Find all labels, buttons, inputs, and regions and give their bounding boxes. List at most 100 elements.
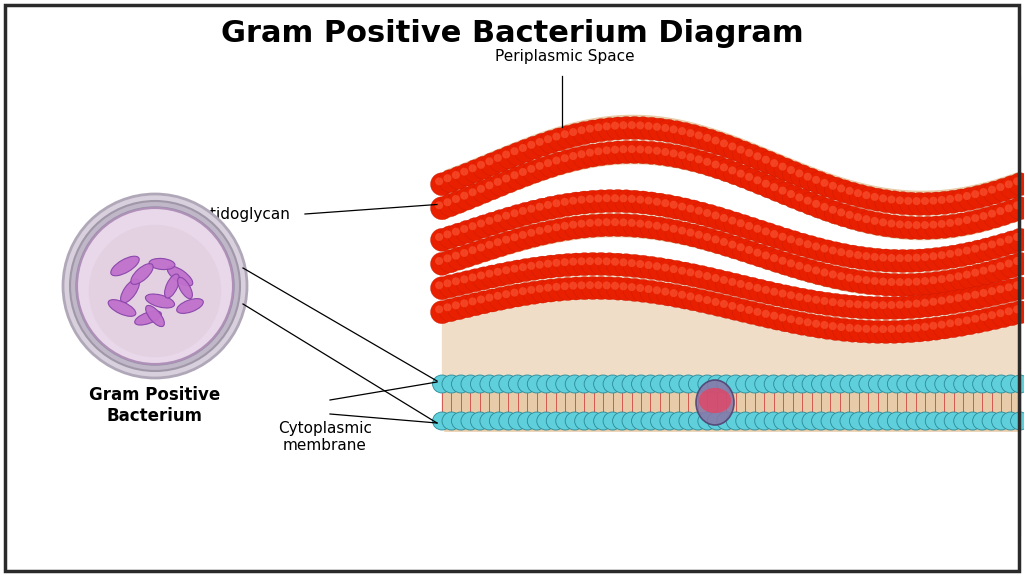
Circle shape [883, 191, 906, 214]
Circle shape [694, 131, 702, 139]
Ellipse shape [688, 375, 708, 393]
Circle shape [556, 278, 580, 301]
Circle shape [732, 275, 755, 298]
Circle shape [732, 215, 755, 238]
Circle shape [494, 268, 502, 276]
Circle shape [606, 141, 630, 164]
Ellipse shape [641, 412, 659, 430]
Ellipse shape [1001, 412, 1020, 430]
Circle shape [439, 226, 462, 249]
Ellipse shape [508, 375, 527, 393]
Circle shape [536, 261, 544, 269]
Circle shape [670, 149, 678, 157]
Ellipse shape [1011, 412, 1024, 430]
Ellipse shape [736, 412, 755, 430]
Circle shape [678, 226, 686, 234]
Circle shape [925, 317, 948, 340]
Ellipse shape [432, 375, 452, 393]
Circle shape [511, 264, 518, 272]
Ellipse shape [452, 375, 470, 393]
Circle shape [833, 294, 856, 317]
Circle shape [686, 229, 694, 237]
Ellipse shape [850, 412, 868, 430]
Ellipse shape [632, 375, 650, 393]
Circle shape [916, 294, 939, 317]
Ellipse shape [708, 412, 726, 430]
Circle shape [888, 325, 896, 333]
Circle shape [912, 300, 921, 308]
Circle shape [544, 260, 552, 268]
Circle shape [489, 287, 512, 310]
Circle shape [506, 229, 528, 252]
Circle shape [527, 286, 536, 294]
Circle shape [841, 295, 864, 318]
Circle shape [620, 282, 628, 290]
Circle shape [1009, 197, 1024, 219]
Circle shape [527, 204, 536, 213]
Circle shape [791, 189, 814, 212]
Circle shape [950, 313, 973, 336]
Circle shape [561, 222, 568, 230]
Ellipse shape [982, 412, 1001, 430]
Circle shape [975, 207, 998, 230]
Circle shape [472, 180, 496, 203]
Circle shape [1005, 283, 1013, 291]
Circle shape [908, 192, 931, 215]
Circle shape [786, 190, 795, 198]
Ellipse shape [726, 412, 745, 430]
Circle shape [833, 267, 856, 290]
Circle shape [548, 254, 570, 277]
Circle shape [888, 254, 896, 262]
Circle shape [498, 231, 520, 254]
Circle shape [862, 276, 870, 284]
Circle shape [740, 144, 764, 167]
Circle shape [698, 153, 722, 176]
Circle shape [891, 296, 914, 319]
Circle shape [469, 164, 476, 172]
Ellipse shape [622, 412, 641, 430]
Circle shape [838, 248, 845, 256]
Circle shape [888, 219, 896, 228]
Circle shape [656, 218, 680, 241]
Circle shape [862, 301, 870, 309]
Circle shape [812, 242, 820, 251]
Ellipse shape [774, 375, 793, 393]
Circle shape [736, 280, 744, 288]
Circle shape [946, 319, 954, 327]
Circle shape [598, 190, 621, 213]
Circle shape [527, 262, 536, 270]
Circle shape [632, 215, 654, 238]
Circle shape [992, 257, 1015, 281]
Ellipse shape [906, 412, 926, 430]
Circle shape [456, 244, 478, 267]
Circle shape [628, 121, 636, 129]
Circle shape [812, 320, 820, 328]
Circle shape [1009, 276, 1024, 300]
Ellipse shape [527, 412, 546, 430]
Circle shape [690, 290, 713, 313]
Circle shape [736, 304, 744, 312]
Circle shape [980, 188, 987, 196]
Circle shape [883, 320, 906, 343]
Circle shape [754, 308, 762, 316]
Ellipse shape [821, 375, 840, 393]
Circle shape [707, 156, 730, 179]
Circle shape [724, 138, 746, 161]
Circle shape [736, 146, 744, 154]
Circle shape [712, 236, 720, 244]
Ellipse shape [659, 412, 679, 430]
Ellipse shape [708, 375, 726, 393]
Circle shape [866, 297, 889, 320]
Circle shape [724, 273, 746, 296]
Circle shape [766, 179, 788, 202]
Circle shape [736, 169, 744, 177]
Circle shape [578, 196, 586, 204]
Ellipse shape [632, 412, 650, 430]
Circle shape [870, 301, 879, 309]
Circle shape [1000, 255, 1023, 278]
Circle shape [870, 193, 879, 201]
Circle shape [896, 196, 904, 204]
Circle shape [527, 165, 536, 173]
Circle shape [552, 132, 560, 141]
Circle shape [472, 156, 496, 179]
